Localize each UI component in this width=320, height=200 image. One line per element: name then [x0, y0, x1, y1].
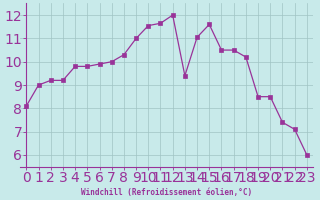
X-axis label: Windchill (Refroidissement éolien,°C): Windchill (Refroidissement éolien,°C) [81, 188, 252, 197]
